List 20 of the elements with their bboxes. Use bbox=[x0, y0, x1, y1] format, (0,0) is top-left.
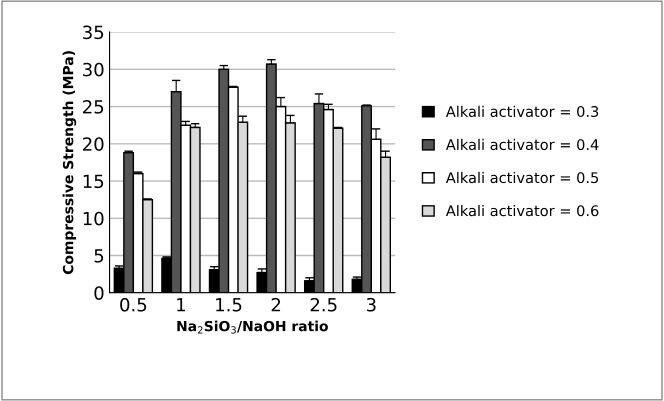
y-tick-label: 0 bbox=[94, 286, 104, 300]
x-axis-title: Na$_{2}$SiO$_{3}$/NaOH ratio bbox=[177, 320, 328, 334]
x-tick-label: 2.5 bbox=[310, 298, 336, 312]
x-tick-label: 2 bbox=[272, 298, 280, 312]
y-tick-label: 10 bbox=[84, 212, 104, 226]
y-tick-label: 15 bbox=[84, 174, 104, 188]
y-tick-label: 5 bbox=[94, 249, 104, 263]
y-tick-label: 30 bbox=[83, 62, 104, 76]
y-tick-label: 20 bbox=[83, 137, 104, 151]
legend-label: Alkali activator = 0.6 bbox=[446, 204, 598, 216]
legend-label: Alkali activator = 0.3 bbox=[446, 106, 598, 118]
x-tick-label: 1.5 bbox=[216, 298, 242, 312]
x-tick-label: 0.5 bbox=[120, 298, 146, 312]
x-tick-label: 3 bbox=[366, 298, 376, 312]
y-tick-label: 25 bbox=[83, 100, 104, 114]
x-tick-label: 1 bbox=[177, 298, 186, 312]
y-axis-title: Compressive Strength (MPa) bbox=[62, 51, 76, 274]
y-tick-label: 35 bbox=[83, 26, 104, 40]
legend-label: Alkali activator = 0.4 bbox=[446, 138, 598, 150]
legend-label: Alkali activator = 0.5 bbox=[446, 172, 598, 184]
